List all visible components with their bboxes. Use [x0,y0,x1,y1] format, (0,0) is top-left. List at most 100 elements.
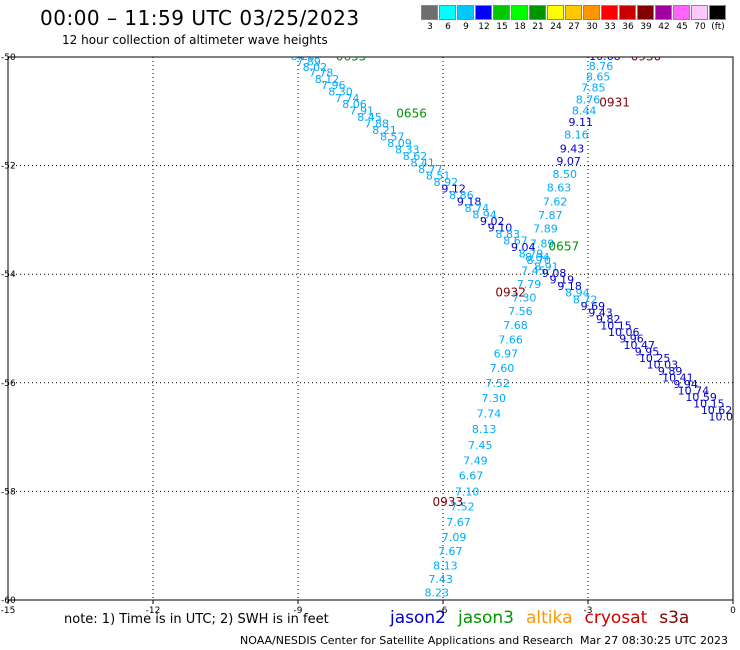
pass-time-label: 0930 [631,50,662,64]
swh-value-label: 7.74 [335,92,360,105]
color-scale-label: 15 [496,22,508,32]
swh-value-label: 9.96 [619,332,644,345]
color-scale-label: 3 [427,22,433,32]
swh-value-label: 7.87 [538,209,563,222]
x-tick-label: 0 [730,606,736,616]
y-tick-label: -52 [1,162,16,172]
satellite-label-s3a: s3a [659,608,690,628]
swh-value-label: 8.06 [342,98,367,111]
swh-value-label: 8.12 [315,73,340,86]
color-scale-label: 39 [640,22,652,32]
color-scale-label: 24 [550,22,562,32]
x-tick-label: -15 [1,606,16,616]
swh-value-label: 8.41 [410,156,435,169]
color-swatch [439,5,456,20]
swh-value-label: 9.18 [457,196,482,209]
swh-value-label: 8.86 [449,189,474,202]
color-swatch [691,5,708,20]
pass-time-label: 0655 [336,50,367,64]
swh-value-label: 8.29 [291,50,316,63]
swh-value-label: 8.74 [465,202,490,215]
swh-value-label: 10.06 [608,326,640,339]
color-scale-label: 42 [658,22,670,32]
pass-time-label: 0656 [396,107,427,121]
swh-value-label: 7.89 [296,55,321,68]
satellite-label-jason3: jason3 [458,608,514,628]
color-swatch [619,5,636,20]
swh-value-label: 10.74 [678,384,710,397]
pass-time-label: 0933 [433,495,464,509]
swh-value-label: 8.33 [395,143,420,156]
color-swatch [709,5,726,20]
swh-value-label: 9.11 [569,116,594,129]
color-scale-label: 33 [604,22,616,32]
swh-value-label: 6.67 [459,470,484,483]
color-swatch [655,5,672,20]
color-scale-label: 21 [532,22,544,32]
color-swatch [457,5,474,20]
x-tick-label: -12 [146,606,161,616]
swh-value-label: 9.82 [596,313,621,326]
swh-value-label: 9.43 [588,306,613,319]
swh-value-label: 7.67 [446,516,471,529]
swh-value-label: 8.44 [572,104,597,117]
x-tick-label: -6 [439,606,448,616]
swh-value-label: 8.91 [534,261,559,274]
swh-value-label: 7.45 [521,264,546,277]
color-scale-label: 45 [676,22,688,32]
chart-title: 00:00 – 11:59 UTC 03/25/2023 [40,6,360,30]
swh-value-label: 7.96 [321,79,346,92]
y-tick-label: -58 [1,487,16,497]
y-tick-label: -50 [1,53,16,63]
swh-value-label: 7.62 [543,196,568,209]
color-scale-label: 30 [586,22,598,32]
swh-value-label: 7.74 [477,407,502,420]
pass-time-label: 0657 [549,240,580,254]
color-swatch [421,5,438,20]
color-swatch [673,5,690,20]
color-swatch [583,5,600,20]
swh-value-label: 10.15 [693,398,725,411]
swh-value-label: 8.57 [380,130,405,143]
swh-value-label: 8.65 [586,71,611,84]
swh-value-label: 7.10 [455,485,480,498]
swh-value-label: 7.30 [512,292,537,305]
swh-value-label: 9.12 [441,182,466,195]
swh-value-label: 8.67 [503,235,528,248]
color-swatch [637,5,654,20]
swh-value-label: 7.60 [490,362,515,375]
color-scale-label: 9 [463,22,469,32]
swh-value-label: 8.72 [573,293,598,306]
pass-time-label: 0932 [495,286,526,300]
swh-value-label: 7.66 [498,333,523,346]
swh-value-label: 9.02 [480,215,505,228]
y-tick-label: -56 [1,379,16,389]
swh-value-label: 8.63 [547,181,572,194]
swh-value-label: 9.10 [488,222,513,235]
footnote: note: 1) Time is in UTC; 2) SWH is in fe… [64,612,329,627]
swh-value-label: 7.43 [428,573,453,586]
color-swatch [511,5,528,20]
swh-value-label: 7.09 [442,531,467,544]
swh-value-label: 8.92 [434,176,459,189]
swh-value-label: 8.13 [433,559,458,572]
swh-value-label: 7.88 [365,117,390,130]
swh-value-label: 10.59 [685,391,717,404]
color-swatch [601,5,618,20]
swh-value-label: 8.83 [496,228,521,241]
swh-value-label: 10.03 [647,358,679,371]
swh-value-label: 8.45 [357,111,382,124]
color-scale-label: 18 [514,22,526,32]
swh-value-label: 6.97 [494,348,519,361]
swh-value-label: 7.78 [309,66,334,79]
swh-value-label: 10.62 [701,404,733,417]
satellite-label-jason2: jason2 [390,608,446,628]
swh-value-label: 8.23 [424,586,449,599]
timestamp-text: Mar 27 08:30:25 UTC 2023 [580,634,728,647]
swh-value-label: 7.52 [450,501,475,514]
swh-value-label: 10.47 [623,339,655,352]
swh-value-label: 7.89 [530,237,555,250]
swh-value-label: 8.09 [387,137,412,150]
swh-value-label: 7.89 [533,223,558,236]
x-tick-label: -9 [294,606,303,616]
